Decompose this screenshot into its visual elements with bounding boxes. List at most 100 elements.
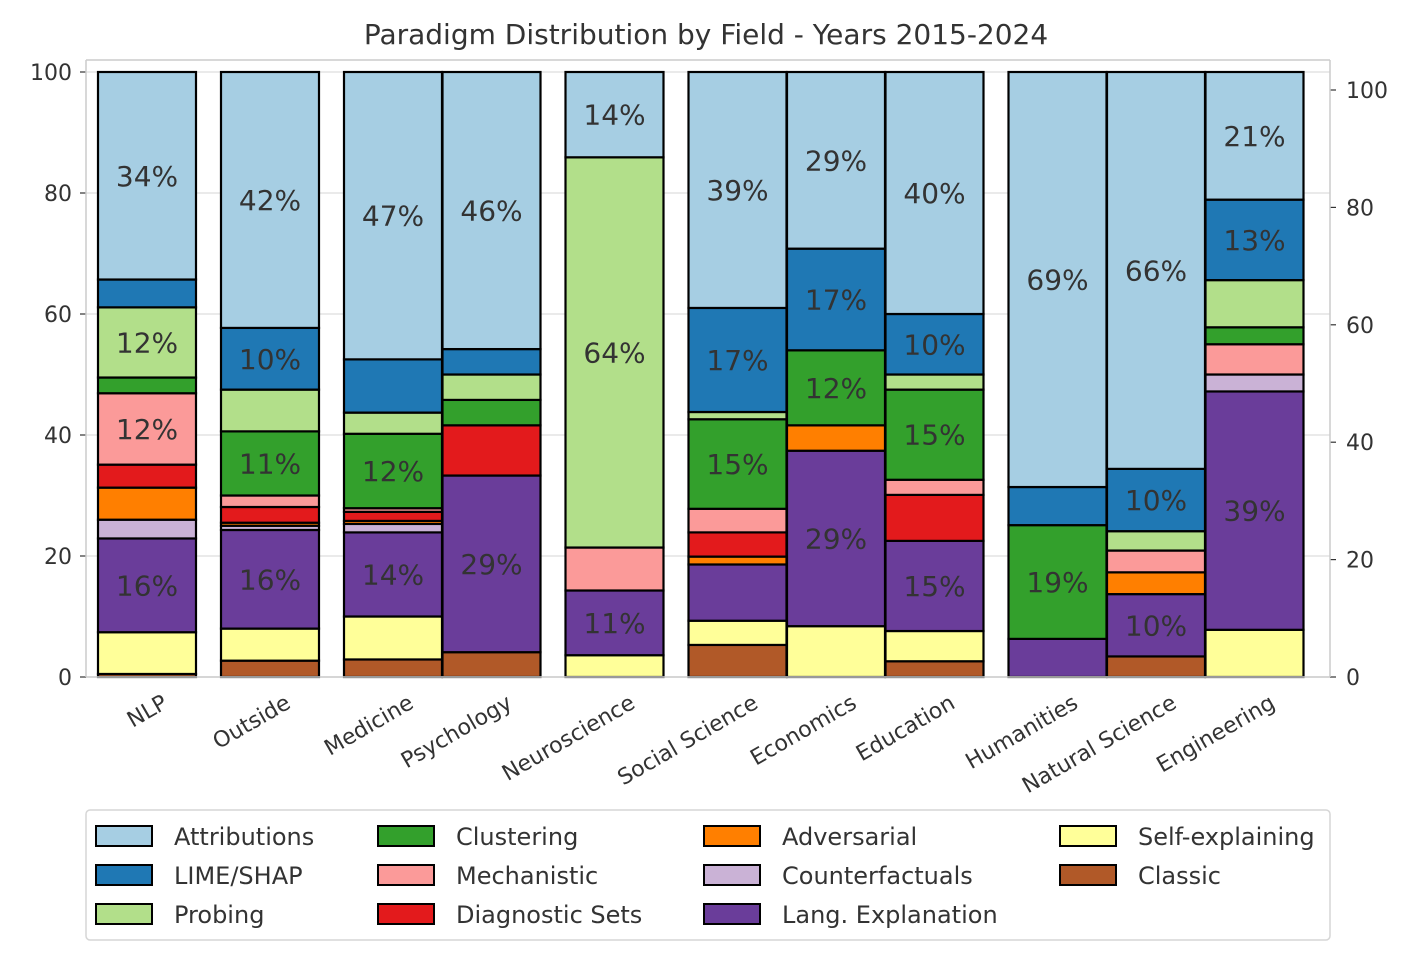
- legend-label-classic: Classic: [1138, 862, 1221, 890]
- bar-medicine-diagnostic-sets: [342, 510, 444, 523]
- legend-label-clustering: Clustering: [456, 823, 578, 851]
- legend-swatch-attributions: [95, 825, 153, 847]
- data-labels: 34% 12% 12% 16% 42% 10% 11% 16% 47% 12% 14% 46% 29% 1…: [116, 99, 1286, 643]
- y-tick-label: 80: [44, 182, 72, 207]
- data-label-nlp: 34%: [116, 160, 178, 193]
- data-label-engineering: 21%: [1223, 120, 1285, 153]
- bar-nlp-lang-explanation: [96, 537, 198, 634]
- bar-medicine-classic: [342, 658, 444, 679]
- chart-title: Paradigm Distribution by Field - Years 2…: [364, 18, 1048, 51]
- bar-medicine-self-explaining: [342, 615, 444, 661]
- data-label-neuroscience: 14%: [583, 99, 645, 132]
- legend-swatch-probing: [95, 903, 153, 925]
- bar-neuroscience-self-explaining: [564, 654, 665, 679]
- legend-swatch-self-explaining: [1059, 825, 1117, 847]
- bar-natural-science-classic: [1105, 655, 1207, 679]
- bar-engineering-lang-explanation: [1204, 390, 1305, 631]
- bar-psychology-diagnostic-sets: [441, 424, 542, 477]
- data-label-medicine: 14%: [362, 558, 424, 591]
- bar-psychology-clustering: [441, 398, 542, 427]
- bar-social-science-attributions: [687, 70, 788, 310]
- legend-label-attributions: Attributions: [174, 823, 314, 851]
- bar-natural-science-mechanistic: [1105, 549, 1207, 574]
- bar-economics-attributions: [785, 70, 887, 250]
- x-tick-label-psychology: Psychology: [397, 691, 516, 774]
- data-label-neuroscience: 11%: [583, 607, 645, 640]
- bar-outside-clustering: [219, 430, 321, 497]
- bar-outside-mechanistic: [219, 494, 321, 509]
- legend-swatch-diagnostic-sets: [377, 903, 435, 925]
- data-label-nlp: 12%: [116, 413, 178, 446]
- bar-humanities-attributions: [1007, 70, 1108, 489]
- x-tick-label-nlp: NLP: [123, 691, 172, 734]
- bar-engineering-counterfactuals: [1204, 373, 1305, 393]
- bar-education-attributions: [884, 70, 985, 316]
- bar-psychology-lang-explanation: [441, 474, 542, 654]
- bar-outside-attributions: [219, 70, 321, 330]
- bar-neuroscience-attributions: [564, 70, 665, 159]
- data-label-outside: 10%: [239, 343, 301, 376]
- bar-economics-self-explaining: [785, 625, 887, 679]
- bar-neuroscience-probing: [564, 156, 665, 549]
- bar-nlp-diagnostic-sets: [96, 463, 198, 489]
- bar-nlp-counterfactuals: [96, 518, 198, 540]
- bar-psychology-lime-shap: [441, 347, 542, 376]
- bar-natural-science-attributions: [1105, 70, 1207, 470]
- data-label-outside: 16%: [239, 563, 301, 596]
- data-label-neuroscience: 64%: [583, 336, 645, 369]
- data-label-nlp: 16%: [116, 569, 178, 602]
- bar-outside-lime-shap: [219, 326, 321, 391]
- data-label-social-science: 17%: [706, 344, 768, 377]
- bar-natural-science-probing: [1105, 530, 1207, 552]
- bar-engineering-self-explaining: [1204, 628, 1305, 679]
- data-label-social-science: 15%: [706, 448, 768, 481]
- bar-social-science-classic: [687, 643, 788, 679]
- data-label-economics: 17%: [805, 283, 867, 316]
- bar-social-science-adversarial: [687, 555, 788, 566]
- data-label-economics: 29%: [805, 144, 867, 177]
- bar-education-classic: [884, 660, 985, 679]
- bar-humanities-lang-explanation: [1007, 637, 1108, 679]
- bar-social-science-mechanistic: [687, 507, 788, 534]
- bar-medicine-probing: [342, 411, 444, 435]
- bar-outside-probing: [219, 388, 321, 433]
- bar-education-self-explaining: [884, 629, 985, 663]
- y2-tick-label: 80: [1346, 196, 1374, 221]
- y2-tick-label: 0: [1346, 666, 1360, 691]
- legend-label-self-explaining: Self-explaining: [1138, 823, 1315, 851]
- legend-swatch-clustering: [377, 825, 435, 847]
- data-label-outside: 11%: [239, 447, 301, 480]
- x-tick-label-economics: Economics: [746, 691, 861, 772]
- y2-tick-label: 20: [1346, 549, 1374, 574]
- bar-psychology-classic: [441, 651, 542, 679]
- data-label-natural-science: 10%: [1125, 609, 1187, 642]
- y-tick-label: 60: [44, 303, 72, 328]
- bar-humanities-lime-shap: [1007, 485, 1108, 527]
- bar-medicine-lime-shap: [342, 358, 444, 414]
- bar-psychology-attributions: [441, 70, 542, 351]
- bar-outside-self-explaining: [219, 627, 321, 662]
- bar-engineering-clustering: [1204, 326, 1305, 346]
- data-label-outside: 42%: [239, 184, 301, 217]
- bar-engineering-attributions: [1204, 70, 1305, 201]
- bar-engineering-lime-shap: [1204, 198, 1305, 282]
- x-tick-label-outside: Outside: [209, 691, 295, 755]
- legend-label-adversarial: Adversarial: [782, 823, 917, 851]
- bar-education-mechanistic: [884, 478, 985, 496]
- y-tick-label: 20: [44, 545, 72, 570]
- x-tick-label-social-science: Social Science: [614, 691, 763, 791]
- bar-outside-diagnostic-sets: [219, 505, 321, 524]
- bar-natural-science-adversarial: [1105, 571, 1207, 596]
- data-label-engineering: 13%: [1223, 224, 1285, 257]
- data-label-medicine: 12%: [362, 455, 424, 488]
- bar-engineering-probing: [1204, 279, 1305, 329]
- bar-nlp-self-explaining: [96, 631, 198, 676]
- legend-swatch-classic: [1059, 864, 1117, 886]
- legend-swatch-lime-shap: [95, 864, 153, 886]
- legend-label-probing: Probing: [174, 901, 264, 929]
- legend-label-counterfactuals: Counterfactuals: [782, 862, 973, 890]
- legend-label-lime-shap: LIME/SHAP: [174, 862, 303, 890]
- data-label-humanities: 19%: [1026, 566, 1088, 599]
- data-label-education: 15%: [903, 570, 965, 603]
